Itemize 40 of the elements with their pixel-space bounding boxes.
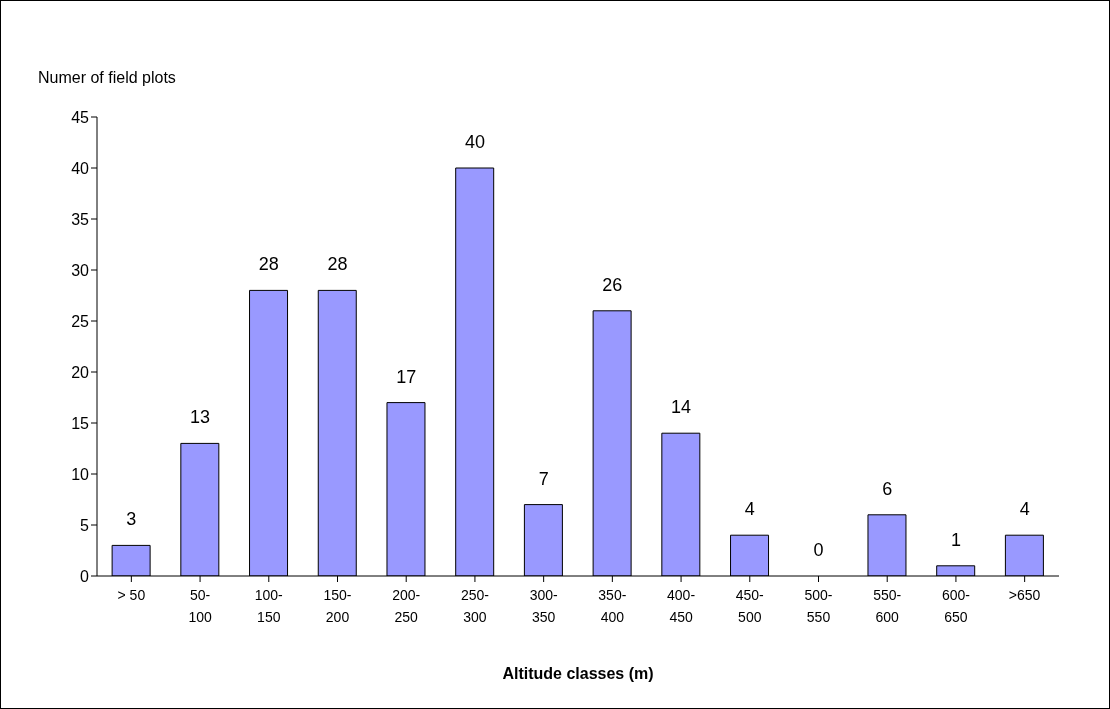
y-tick-label: 45	[71, 108, 90, 126]
x-tick-label: 450-500	[735, 587, 765, 625]
y-tick-label: 15	[71, 414, 90, 432]
x-tick-label: 400-450	[667, 587, 696, 625]
x-axis-title: Altitude classes (m)	[501, 665, 655, 683]
x-tick-label: 350-400	[598, 587, 627, 625]
y-axis-title: Numer of field plots	[38, 69, 176, 87]
y-tick-label: 5	[80, 516, 90, 534]
data-label: 26	[601, 274, 624, 296]
data-label: 40	[463, 132, 486, 153]
data-label: 28	[257, 254, 280, 276]
x-tick-label: 300-350	[529, 587, 558, 625]
y-tick-label: 40	[71, 159, 90, 177]
x-tick-label: 150-200	[323, 587, 352, 625]
x-tick-label: 600-650	[941, 587, 971, 625]
y-tick-label: 35	[71, 210, 90, 228]
data-label: 17	[395, 366, 418, 388]
data-label: 13	[189, 407, 212, 429]
x-tick-label: > 50	[117, 587, 146, 603]
data-label: 7	[537, 468, 550, 490]
x-tick-label: 250-300	[460, 587, 490, 625]
y-tick-label: 0	[80, 567, 90, 585]
y-tick-label: 30	[71, 261, 90, 279]
y-tick-label: 20	[71, 363, 90, 381]
data-label: 28	[326, 254, 349, 276]
data-label: 1	[949, 529, 962, 551]
data-label: 3	[125, 509, 138, 531]
x-tick-label: >650	[1008, 587, 1041, 603]
data-label: 4	[743, 499, 756, 521]
x-tick-label: 500-550	[804, 587, 833, 625]
y-tick-label: 10	[71, 465, 90, 483]
y-tick-label: 25	[71, 312, 90, 330]
data-label: 0	[812, 540, 825, 561]
x-tick-label: 200-250	[392, 587, 421, 625]
x-tick-label: 100-150	[254, 587, 284, 625]
x-tick-label: 50-100	[188, 587, 212, 625]
data-label: 14	[670, 397, 693, 419]
data-label: 6	[881, 478, 894, 500]
data-label: 4	[1018, 499, 1031, 521]
x-tick-label: 550-600	[873, 587, 902, 625]
